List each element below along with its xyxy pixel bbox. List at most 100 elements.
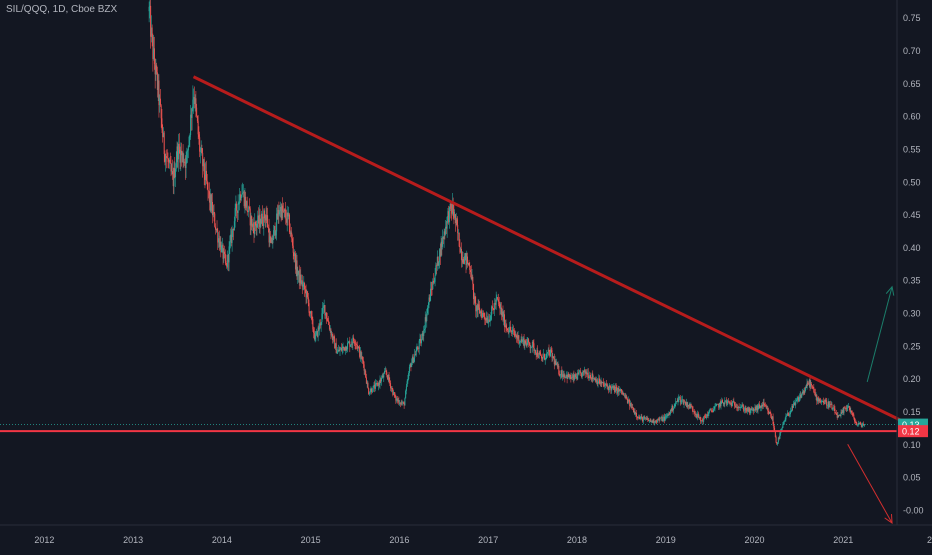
candle-body — [471, 276, 473, 280]
candle-body — [713, 408, 715, 410]
candle-body — [702, 421, 704, 422]
candle-body — [771, 416, 773, 419]
candle-body — [467, 256, 469, 264]
candle-body — [543, 354, 545, 358]
candle-body — [296, 260, 298, 276]
candle-body — [248, 206, 250, 209]
candle-body — [372, 385, 374, 392]
candle-body — [359, 351, 361, 357]
candle-body — [768, 411, 770, 414]
candle-body — [226, 263, 228, 268]
candle-body — [168, 161, 170, 163]
candle-body — [325, 312, 327, 316]
candle-body — [833, 407, 835, 409]
candle-body — [218, 238, 220, 243]
candle-body — [659, 417, 661, 421]
candle-body — [738, 406, 740, 408]
candle-body — [802, 391, 804, 394]
candle-body — [836, 414, 838, 418]
candle-body — [682, 399, 684, 405]
candle-body — [472, 276, 474, 284]
candle-body — [774, 427, 776, 432]
candle-body — [180, 150, 182, 163]
candle-body — [148, 6, 150, 12]
candle-body — [789, 411, 791, 415]
candle-body — [361, 357, 363, 359]
candle-body — [620, 389, 622, 392]
candle-body — [496, 297, 498, 299]
candle-body — [810, 383, 812, 387]
candle-body — [744, 407, 746, 411]
candle-body — [852, 414, 854, 416]
candle-body — [255, 225, 257, 228]
candle-body — [749, 408, 751, 414]
candle-body — [840, 412, 842, 416]
candle-body — [672, 408, 674, 411]
candle-body — [244, 196, 246, 207]
candle-body — [319, 323, 321, 326]
candle-body — [543, 354, 545, 360]
candle-body — [218, 238, 220, 247]
candle-body — [314, 335, 316, 340]
candle-body — [373, 384, 375, 386]
candle-body — [311, 316, 313, 320]
candle-body — [359, 347, 361, 357]
candle-body — [440, 241, 442, 257]
candle-body — [416, 347, 418, 352]
candle-body — [410, 363, 412, 367]
candle-body — [502, 311, 504, 321]
candle-body — [642, 417, 644, 422]
candle-body — [331, 334, 333, 336]
candle-body — [544, 359, 546, 360]
candle-body — [441, 241, 443, 247]
candle-body — [708, 411, 710, 414]
candle-body — [796, 399, 798, 401]
candle-body — [168, 159, 170, 163]
candle-body — [200, 148, 202, 151]
candle-body — [181, 152, 183, 156]
candle-body — [772, 416, 774, 425]
candle-body — [158, 80, 160, 106]
candle-body — [181, 150, 183, 156]
candle-body — [325, 312, 327, 319]
candle-body — [656, 421, 658, 423]
y-tick-label: 0.30 — [903, 309, 921, 319]
candle-body — [339, 349, 341, 352]
candle-body — [704, 416, 706, 418]
candle-body — [584, 369, 586, 374]
candle-body — [380, 379, 382, 382]
candle-body — [770, 413, 772, 417]
candle-body — [845, 408, 847, 409]
candle-body — [760, 405, 762, 408]
candle-body — [225, 260, 227, 264]
candle-body — [805, 387, 807, 391]
down-arrow — [847, 444, 893, 524]
candle-body — [741, 405, 743, 408]
candle-body — [221, 245, 223, 253]
candle-body — [478, 304, 480, 308]
candle-body — [245, 196, 247, 208]
candle-body — [863, 424, 865, 426]
candle-body — [513, 330, 515, 335]
candle-body — [193, 97, 195, 105]
candle-body — [612, 386, 614, 389]
candle-body — [388, 375, 390, 381]
candle-body — [765, 405, 767, 409]
candle-body — [385, 370, 387, 372]
candle-body — [405, 386, 407, 391]
candle-body — [679, 397, 681, 403]
candle-body — [252, 223, 254, 228]
candle-body — [194, 98, 196, 105]
candle-body — [190, 114, 192, 136]
candle-body — [605, 383, 607, 386]
candle-body — [425, 317, 427, 322]
candle-body — [675, 401, 677, 405]
candle-body — [353, 341, 355, 344]
candle-body — [274, 225, 276, 236]
candle-body — [519, 341, 521, 343]
candle-body — [653, 419, 655, 423]
candle-body — [256, 223, 258, 228]
candle-body — [859, 422, 861, 424]
